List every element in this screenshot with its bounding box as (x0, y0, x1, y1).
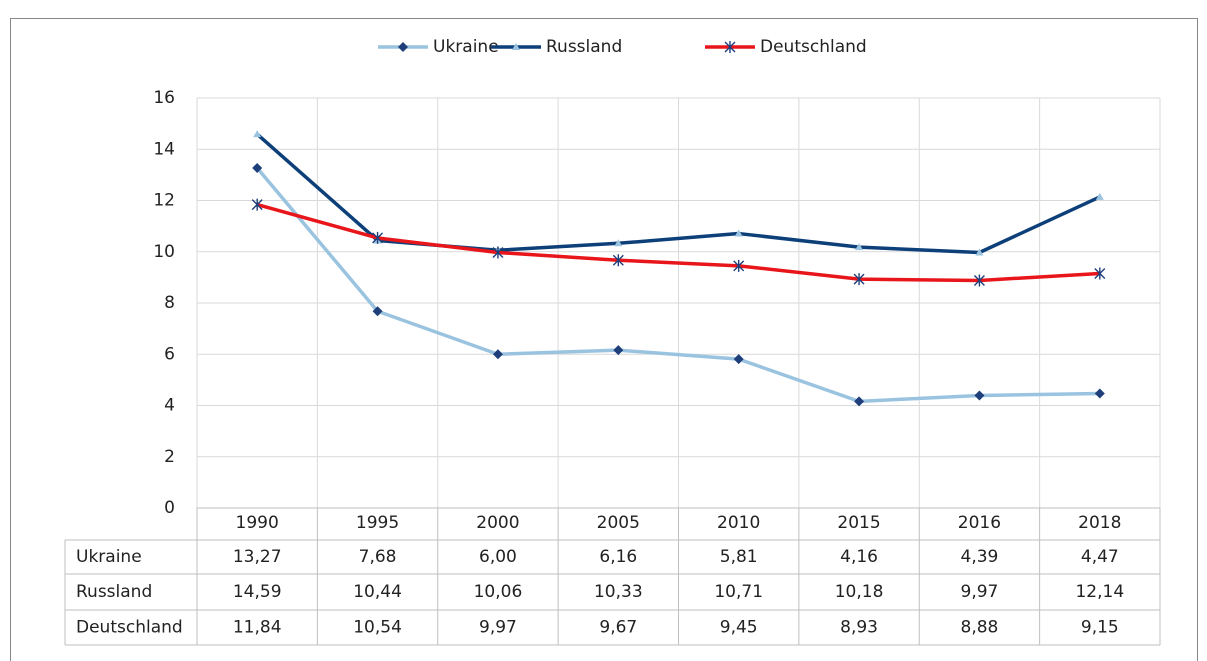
x-tick-label: 2000 (476, 513, 519, 533)
table-cell: 14,59 (233, 582, 282, 602)
y-tick-label: 8 (164, 293, 175, 313)
table-cell: 8,93 (840, 618, 878, 638)
marker (973, 274, 985, 287)
legend-label: Deutschland (760, 37, 867, 57)
table-cell: 4,16 (840, 547, 878, 567)
y-tick-label: 12 (153, 191, 175, 211)
marker (1095, 192, 1104, 200)
y-tick-label: 6 (164, 344, 175, 364)
table-row-label: Russland (76, 582, 152, 602)
table-cell: 9,15 (1081, 618, 1119, 638)
chart-border (10, 18, 1198, 661)
y-tick-label: 4 (164, 396, 175, 416)
table-cell: 9,97 (479, 618, 517, 638)
marker (734, 229, 743, 237)
series-line (256, 202, 1100, 283)
x-tick-label: 2010 (717, 513, 760, 533)
marker (733, 259, 745, 272)
table-cell: 11,84 (233, 618, 282, 638)
x-tick-label: 1995 (356, 513, 399, 533)
y-tick-label: 14 (153, 139, 175, 159)
marker (252, 162, 263, 173)
marker (612, 254, 624, 267)
y-tick-label: 10 (153, 242, 175, 262)
marker (253, 130, 262, 138)
marker (492, 246, 504, 259)
legend-label: Ukraine (433, 37, 499, 57)
marker (853, 273, 865, 286)
marker (512, 43, 520, 50)
table-cell: 10,71 (714, 582, 763, 602)
marker (251, 198, 263, 211)
legend-label: Russland (546, 37, 622, 57)
table-cell: 10,18 (835, 582, 884, 602)
marker (614, 239, 623, 247)
table-cell: 9,67 (599, 618, 637, 638)
table-cell: 6,00 (479, 547, 517, 567)
marker (398, 42, 408, 52)
marker (372, 231, 384, 244)
table-cell: 10,06 (474, 582, 523, 602)
table-row-label: Deutschland (76, 618, 183, 638)
table-cell: 13,27 (233, 547, 282, 567)
marker (855, 243, 864, 251)
table-cell: 5,81 (720, 547, 758, 567)
table-cell: 8,88 (961, 618, 999, 638)
table-cell: 4,47 (1081, 547, 1119, 567)
table-cell: 9,45 (720, 618, 758, 638)
table-cell: 7,68 (359, 547, 397, 567)
marker (492, 349, 503, 360)
marker (854, 396, 865, 407)
x-tick-label: 1990 (236, 513, 279, 533)
table-cell: 10,33 (594, 582, 643, 602)
table-cell: 12,14 (1075, 582, 1124, 602)
y-tick-label: 2 (164, 447, 175, 467)
marker (975, 248, 984, 256)
x-tick-label: 2015 (837, 513, 880, 533)
marker (1094, 267, 1106, 280)
marker (724, 41, 736, 53)
table-row-label: Ukraine (76, 547, 142, 567)
table-cell: 6,16 (599, 547, 637, 567)
table-cell: 10,44 (353, 582, 402, 602)
table-cell: 4,39 (961, 547, 999, 567)
marker (1094, 388, 1105, 399)
marker (372, 306, 383, 317)
y-tick-label: 16 (153, 88, 175, 108)
table-cell: 10,54 (353, 618, 402, 638)
marker (733, 354, 744, 365)
table-cell: 9,97 (961, 582, 999, 602)
x-tick-label: 2005 (597, 513, 640, 533)
marker (613, 345, 624, 356)
marker (974, 390, 985, 401)
y-tick-label: 0 (164, 498, 175, 518)
x-tick-label: 2018 (1078, 513, 1121, 533)
series-line (255, 166, 1100, 404)
x-tick-label: 2016 (958, 513, 1001, 533)
